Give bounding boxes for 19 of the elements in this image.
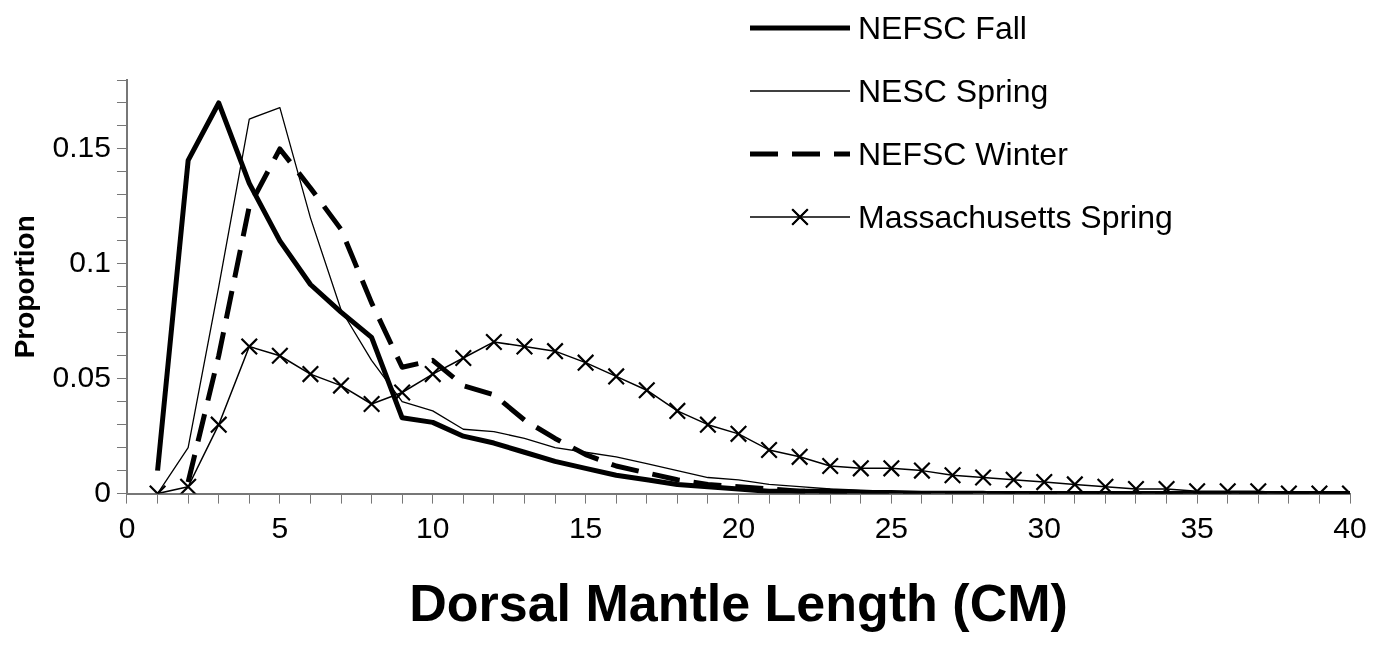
y-axis-title: Proportion <box>8 215 40 359</box>
y-tick-label: 0.1 <box>69 245 111 279</box>
x-tick-label: 20 <box>721 510 756 544</box>
legend-label: Massachusetts Spring <box>858 198 1173 235</box>
y-tick-label: 0.15 <box>52 130 111 164</box>
x-tick-label: 35 <box>1180 510 1214 544</box>
x-tick-label: 25 <box>874 510 909 544</box>
x-tick-label: 10 <box>416 510 450 544</box>
x-axis-title: Dorsal Mantle Length (CM) <box>409 574 1068 633</box>
y-tick-label: 0.05 <box>52 359 111 393</box>
x-tick-label: 5 <box>271 510 289 544</box>
x-tick-label: 15 <box>568 510 603 544</box>
legend-label: NEFSC Winter <box>858 135 1069 172</box>
x-tick-label: 40 <box>1333 510 1367 544</box>
y-tick-label: 0 <box>94 474 111 508</box>
legend-label: NESC Spring <box>858 72 1049 109</box>
legend-label: NEFSC Fall <box>858 9 1027 46</box>
x-tick-label: 0 <box>118 510 136 544</box>
x-tick-label: 30 <box>1027 510 1061 544</box>
